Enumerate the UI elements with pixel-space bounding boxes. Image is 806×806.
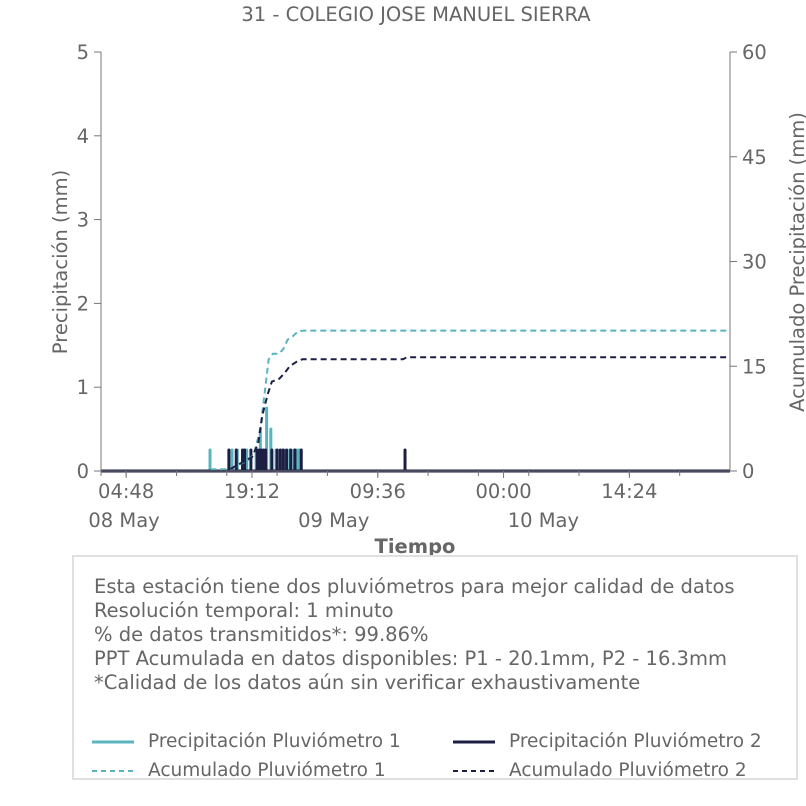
y-tick-label: 3 [77, 209, 89, 232]
y-tick-label: 5 [77, 41, 89, 64]
chart-title: 31 - COLEGIO JOSE MANUEL SIERRA [241, 3, 591, 26]
info-line: % de datos transmitidos*: 99.86% [94, 623, 429, 646]
legend-swatch-precip-p1 [92, 740, 134, 743]
legend-swatch-precip-p2 [453, 740, 495, 743]
legend-label: Acumulado Pluviómetro 1 [148, 760, 386, 781]
x-date-label: 08 May [88, 509, 159, 532]
info-lines: Esta estación tiene dos pluviómetros par… [94, 575, 735, 695]
x-date-label: 09 May [298, 509, 369, 532]
x-tick-label: 14:24 [601, 480, 657, 503]
cumulative-line [101, 356, 730, 472]
x-axis-label: Tiempo [375, 535, 456, 556]
legend-item-acum-p2: Acumulado Pluviómetro 2 [453, 760, 747, 781]
y-tick-label: 0 [77, 460, 89, 483]
x-tick-label: 04:48 [98, 480, 154, 503]
info-line: Resolución temporal: 1 minuto [94, 599, 394, 622]
y-tick-label: 2 [77, 292, 89, 315]
cumulative-line [101, 329, 730, 472]
x-tick-label: 19:12 [224, 480, 280, 503]
y-tick-label: 4 [77, 125, 89, 148]
legend-item-precip-p1: Precipitación Pluviómetro 1 [92, 731, 401, 752]
info-line: Esta estación tiene dos pluviómetros par… [94, 575, 735, 598]
info-line: PPT Acumulada en datos disponibles: P1 -… [94, 647, 727, 670]
y-axis-label: Precipitación (mm) [49, 170, 72, 354]
y2-tick-label: 30 [742, 251, 767, 274]
legend-swatch-acum-p2 [453, 769, 495, 772]
x-tick-label: 09:36 [350, 480, 406, 503]
info-box: Esta estación tiene dos pluviómetros par… [72, 555, 798, 781]
legend-label: Acumulado Pluviómetro 2 [509, 760, 747, 781]
y2-tick-label: 0 [742, 460, 754, 483]
x-date-label: 10 May [508, 509, 579, 532]
legend-item-acum-p1: Acumulado Pluviómetro 1 [92, 760, 386, 781]
info-line: *Calidad de los datos aún sin verificar … [94, 671, 641, 694]
y-tick-label: 1 [77, 376, 89, 399]
legend-label: Precipitación Pluviómetro 2 [509, 731, 762, 752]
y2-axis-label: Acumulado Precipitación (mm) [786, 112, 806, 412]
x-tick-label: 00:00 [475, 480, 531, 503]
legend-item-precip-p2: Precipitación Pluviómetro 2 [453, 731, 762, 752]
y2-tick-label: 60 [742, 41, 767, 64]
legend-swatch-acum-p1 [92, 769, 134, 772]
precipitation-chart: 31 - COLEGIO JOSE MANUEL SIERRA 01234501… [49, 3, 806, 556]
y2-tick-label: 15 [742, 355, 767, 378]
legend-label: Precipitación Pluviómetro 1 [148, 731, 401, 752]
y2-tick-label: 45 [742, 146, 767, 169]
